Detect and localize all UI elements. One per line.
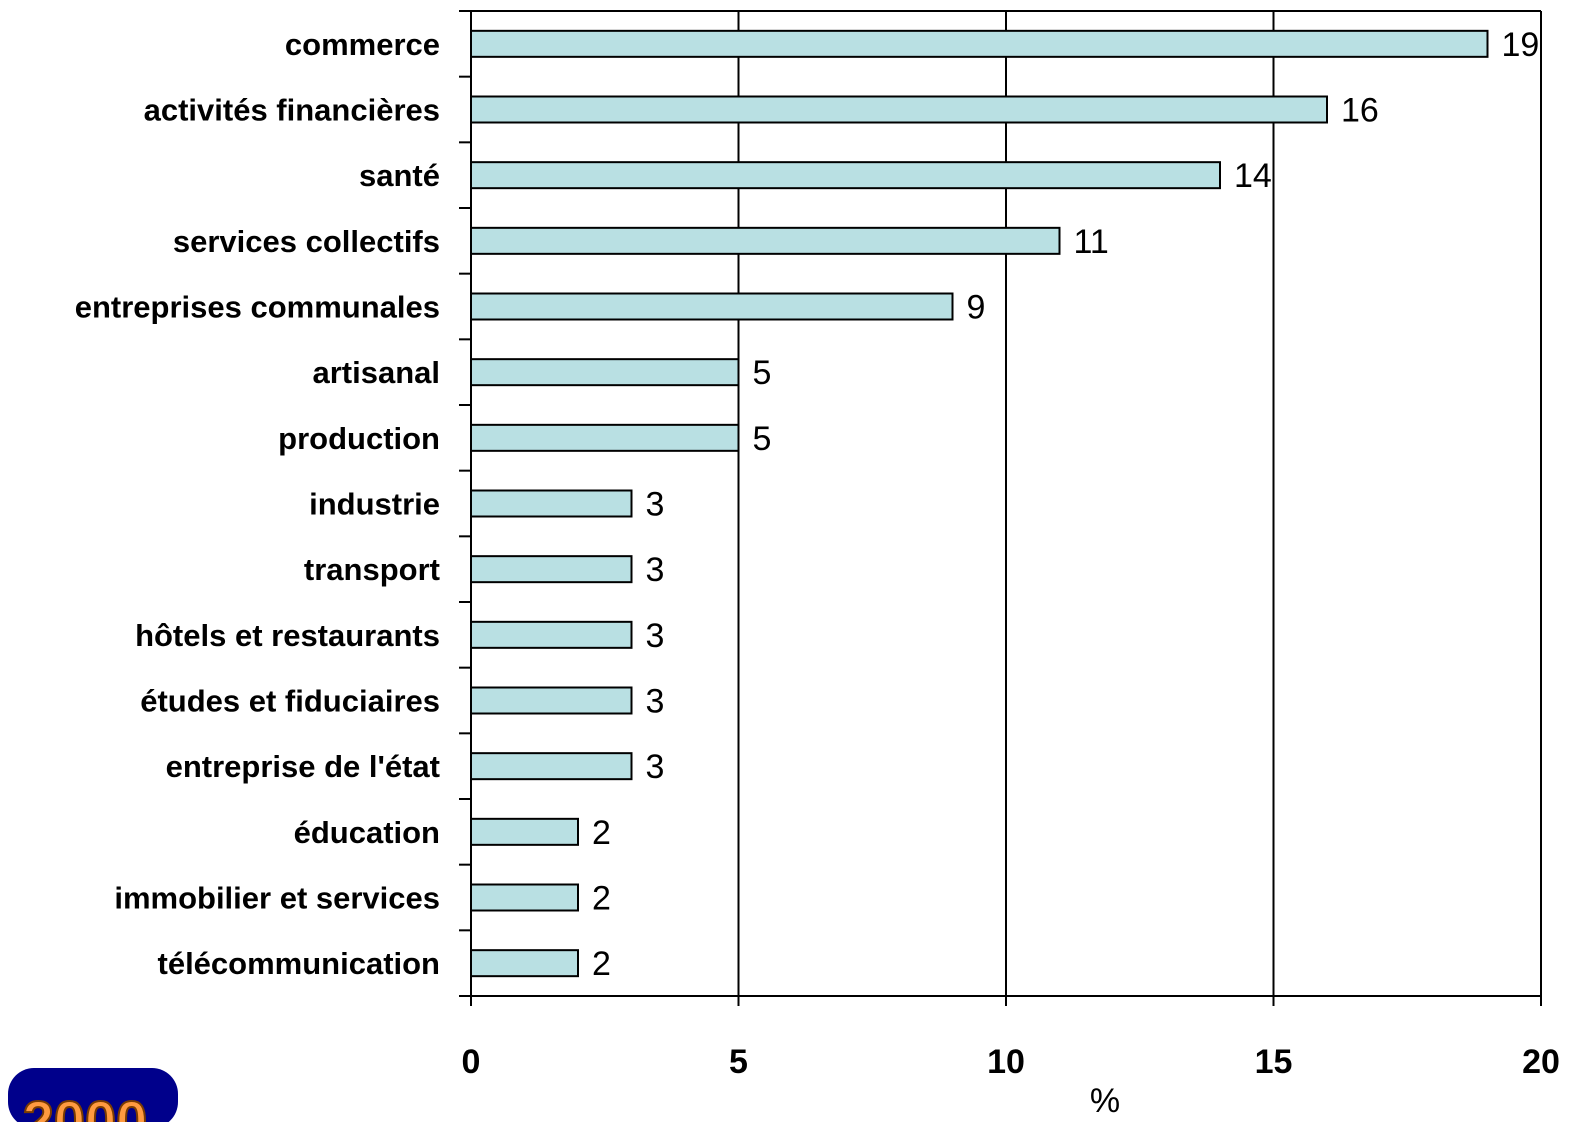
bar (470, 817, 579, 846)
category-label: entreprise de l'état (166, 749, 440, 784)
data-label: 5 (753, 420, 772, 458)
category-labels: commerce activités financières santé servic… (75, 27, 440, 981)
category-label: hôtels et restaurants (135, 618, 440, 653)
data-label: 11 (1074, 223, 1109, 261)
data-label: 3 (646, 683, 665, 721)
bar (470, 686, 633, 715)
category-label: activités financières (144, 93, 440, 128)
bar (470, 29, 1489, 58)
category-label: éducation (294, 815, 440, 850)
logo-text: 2000 (23, 1089, 148, 1122)
category-label: production (278, 421, 440, 456)
x-tick-label: 0 (462, 1043, 481, 1081)
category-label: transport (304, 552, 440, 587)
x-axis-title: % (1090, 1082, 1120, 1120)
data-label: 5 (753, 354, 772, 392)
bar (470, 358, 740, 387)
bars (470, 29, 1489, 978)
bar (470, 423, 740, 452)
data-label: 3 (646, 748, 665, 786)
x-tick-label: 15 (1255, 1043, 1293, 1081)
bar (470, 752, 633, 781)
x-tick-labels: 0 5 10 15 20 (462, 1043, 1560, 1081)
bar (470, 620, 633, 649)
x-tick-label: 20 (1522, 1043, 1560, 1081)
x-tick-label: 10 (987, 1043, 1025, 1081)
bar (470, 555, 633, 584)
data-label: 2 (592, 945, 611, 983)
category-label: artisanal (312, 355, 440, 390)
bar (470, 883, 579, 912)
bar (470, 161, 1221, 190)
category-label: commerce (285, 27, 440, 62)
data-label: 19 (1502, 26, 1540, 64)
bar (470, 95, 1328, 124)
data-label: 2 (592, 814, 611, 852)
category-label: télécommunication (158, 946, 441, 981)
grid-lines (737, 11, 1542, 996)
data-label: 2 (592, 880, 611, 918)
category-label: immobilier et services (114, 881, 440, 916)
x-tick-label: 5 (729, 1043, 748, 1081)
bar (470, 949, 579, 978)
category-label: entreprises communales (75, 290, 440, 325)
data-label: 3 (646, 617, 665, 655)
bar (470, 292, 954, 321)
category-label: études et fiduciaires (140, 684, 440, 719)
data-label: 3 (646, 486, 665, 524)
data-label: 9 (967, 289, 986, 327)
category-label: santé (359, 158, 440, 193)
data-label: 3 (646, 551, 665, 589)
category-label: industrie (309, 487, 440, 522)
category-label: services collectifs (173, 224, 440, 259)
bar (470, 489, 633, 518)
logo-back-shape (8, 1068, 178, 1122)
bar (470, 226, 1061, 255)
axes (459, 10, 1542, 1006)
data-label: 14 (1234, 157, 1272, 195)
logo: 2000 (8, 1068, 178, 1122)
data-label: 16 (1341, 92, 1379, 130)
